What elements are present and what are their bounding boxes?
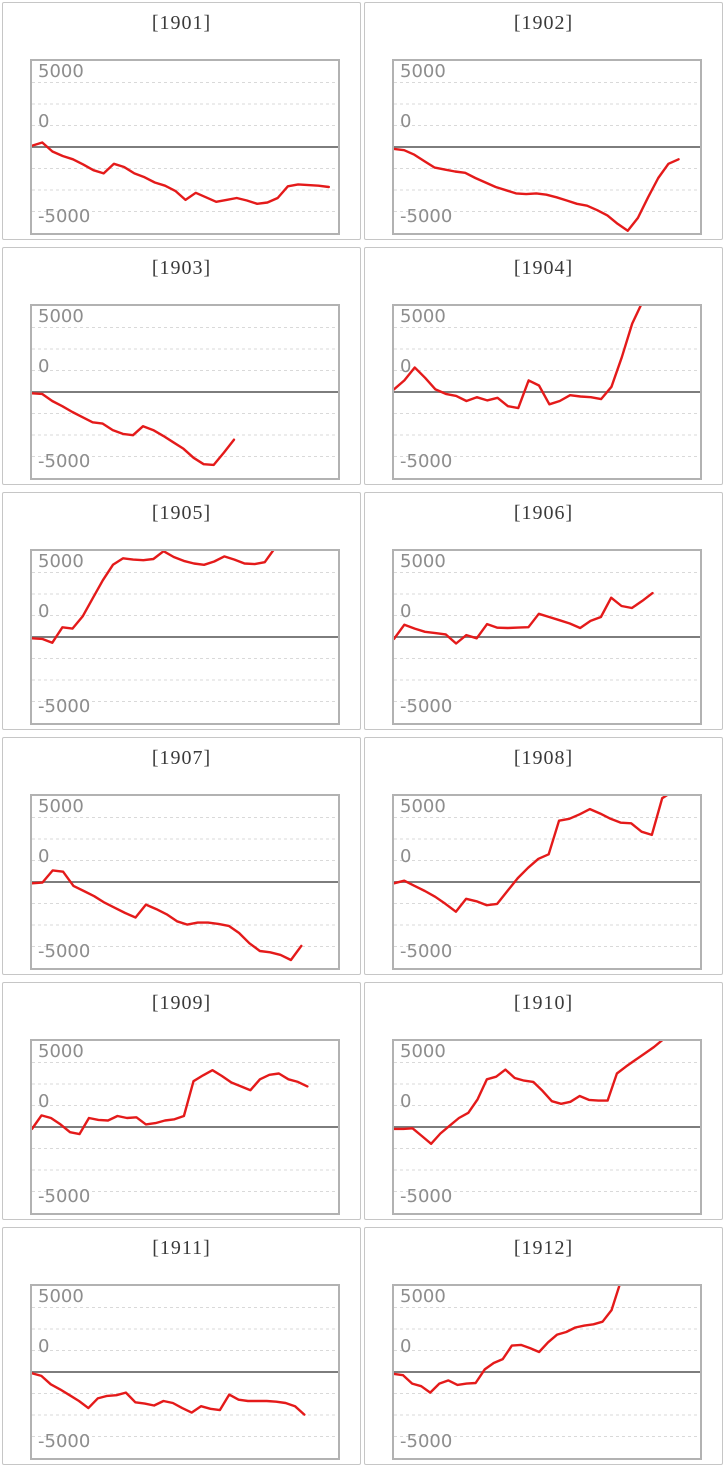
chart-card: [1910] 5000 0 -5000: [364, 982, 723, 1220]
chart-card: [1905] 5000 0 -5000: [2, 492, 361, 730]
line-chart: [394, 796, 700, 968]
data-series-line: [394, 149, 679, 231]
chart-title: [1907]: [151, 747, 212, 769]
line-chart: [32, 306, 338, 478]
chart-title: [1901]: [151, 12, 212, 34]
plot-area: 5000 0 -5000: [30, 59, 340, 235]
line-chart: [394, 1041, 700, 1213]
chart-title: [1909]: [151, 992, 212, 1014]
data-series-line: [394, 306, 663, 408]
chart-title: [1910]: [513, 992, 574, 1014]
plot-area: 5000 0 -5000: [392, 1039, 702, 1215]
data-series-line: [394, 1286, 639, 1393]
chart-card: [1909] 5000 0 -5000: [2, 982, 361, 1220]
chart-card: [1907] 5000 0 -5000: [2, 737, 361, 975]
plot-area: 5000 0 -5000: [392, 1284, 702, 1460]
data-series-line: [32, 143, 329, 204]
chart-title: [1903]: [151, 257, 212, 279]
data-series-line: [32, 393, 234, 465]
line-chart: [32, 551, 338, 723]
chart-title: [1905]: [151, 502, 212, 524]
chart-title: [1911]: [152, 1237, 211, 1259]
line-chart: [394, 551, 700, 723]
line-chart: [394, 306, 700, 478]
chart-title: [1902]: [513, 12, 574, 34]
chart-card: [1908] 5000 0 -5000: [364, 737, 723, 975]
data-series-line: [394, 593, 653, 643]
chart-title: [1908]: [513, 747, 574, 769]
chart-card: [1912] 5000 0 -5000: [364, 1227, 723, 1465]
line-chart: [394, 61, 700, 233]
data-series-line: [32, 551, 295, 643]
chart-card: [1911] 5000 0 -5000: [2, 1227, 361, 1465]
line-chart: [32, 61, 338, 233]
chart-title: [1904]: [513, 257, 574, 279]
plot-area: 5000 0 -5000: [392, 794, 702, 970]
plot-area: 5000 0 -5000: [30, 1039, 340, 1215]
chart-title: [1906]: [513, 502, 574, 524]
line-chart: [32, 1041, 338, 1213]
line-chart: [32, 796, 338, 968]
plot-area: 5000 0 -5000: [392, 549, 702, 725]
chart-card: [1906] 5000 0 -5000: [364, 492, 723, 730]
line-chart: [394, 1286, 700, 1458]
chart-card: [1901] 5000 0 -5000: [2, 2, 361, 240]
chart-card: [1902] 5000 0 -5000: [364, 2, 723, 240]
data-series-line: [32, 1070, 307, 1134]
plot-area: 5000 0 -5000: [30, 794, 340, 970]
plot-area: 5000 0 -5000: [392, 304, 702, 480]
chart-card: [1904] 5000 0 -5000: [364, 247, 723, 485]
line-chart: [32, 1286, 338, 1458]
plot-area: 5000 0 -5000: [30, 549, 340, 725]
data-series-line: [32, 870, 301, 960]
chart-title: [1912]: [513, 1237, 574, 1259]
data-series-line: [394, 796, 672, 912]
plot-area: 5000 0 -5000: [392, 59, 702, 235]
plot-area: 5000 0 -5000: [30, 1284, 340, 1460]
data-series-line: [32, 1373, 304, 1414]
data-series-line: [394, 1041, 663, 1144]
plot-area: 5000 0 -5000: [30, 304, 340, 480]
chart-card: [1903] 5000 0 -5000: [2, 247, 361, 485]
